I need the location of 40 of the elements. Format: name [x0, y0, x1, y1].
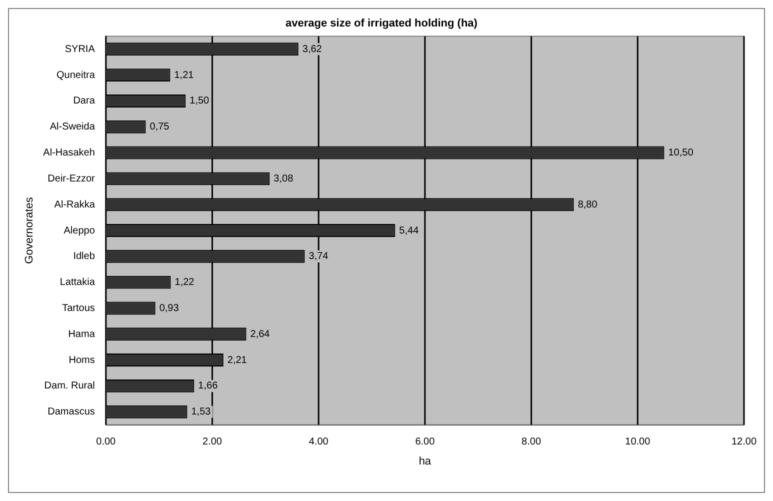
data-label: 1,66: [198, 380, 218, 392]
data-label: 8,80: [578, 199, 598, 210]
data-label: 0,75: [150, 122, 170, 133]
y-tick-label: Dara: [73, 96, 96, 107]
chart-title: average size of irrigated holding (ha): [286, 18, 478, 30]
y-tick-label: Homs: [68, 354, 95, 366]
y-tick-label: Damascus: [48, 406, 95, 418]
data-label: 3,74: [308, 251, 329, 262]
data-label: 1,22: [174, 277, 195, 288]
data-label: 2,21: [227, 354, 248, 366]
y-tick-label: Al-Sweida: [50, 122, 96, 133]
y-tick-label: Al-Rakka: [54, 199, 96, 210]
x-tick-label: 12.00: [731, 436, 757, 448]
data-label: 10,50: [668, 148, 694, 159]
data-label: 1,21: [174, 70, 194, 81]
data-label: 5,44: [399, 225, 420, 236]
x-tick-label: 8.00: [522, 436, 542, 448]
y-tick-label: Al-Hasakeh: [43, 148, 95, 159]
x-tick-label: 6.00: [415, 436, 436, 448]
x-tick-label: 0.00: [96, 436, 116, 448]
data-label: 3,08: [274, 173, 294, 184]
y-tick-label: Deir-Ezzor: [48, 173, 96, 184]
y-axis-title: Governorates: [24, 196, 36, 264]
y-tick-label: Dam. Rural: [44, 380, 95, 392]
x-tick-label: 10.00: [625, 436, 651, 448]
y-tick-label: Hama: [68, 328, 96, 340]
y-tick-label: SYRIA: [64, 44, 96, 55]
y-tick-label: Quneitra: [56, 70, 96, 81]
y-tick-label: Aleppo: [64, 225, 96, 236]
data-label: 1,50: [190, 96, 210, 107]
data-label: 2,64: [250, 328, 270, 340]
y-tick-label: Idleb: [73, 251, 96, 262]
data-label: 0,93: [159, 302, 180, 314]
y-tick-label: Tartous: [62, 302, 95, 314]
y-tick-label: Lattakia: [60, 277, 96, 288]
x-axis-title: ha: [418, 455, 432, 468]
x-tick-label: 2.00: [202, 436, 222, 448]
x-tick-label: 4.00: [308, 436, 329, 448]
data-label: 1,53: [191, 406, 212, 418]
data-label: 3,62: [302, 44, 322, 55]
